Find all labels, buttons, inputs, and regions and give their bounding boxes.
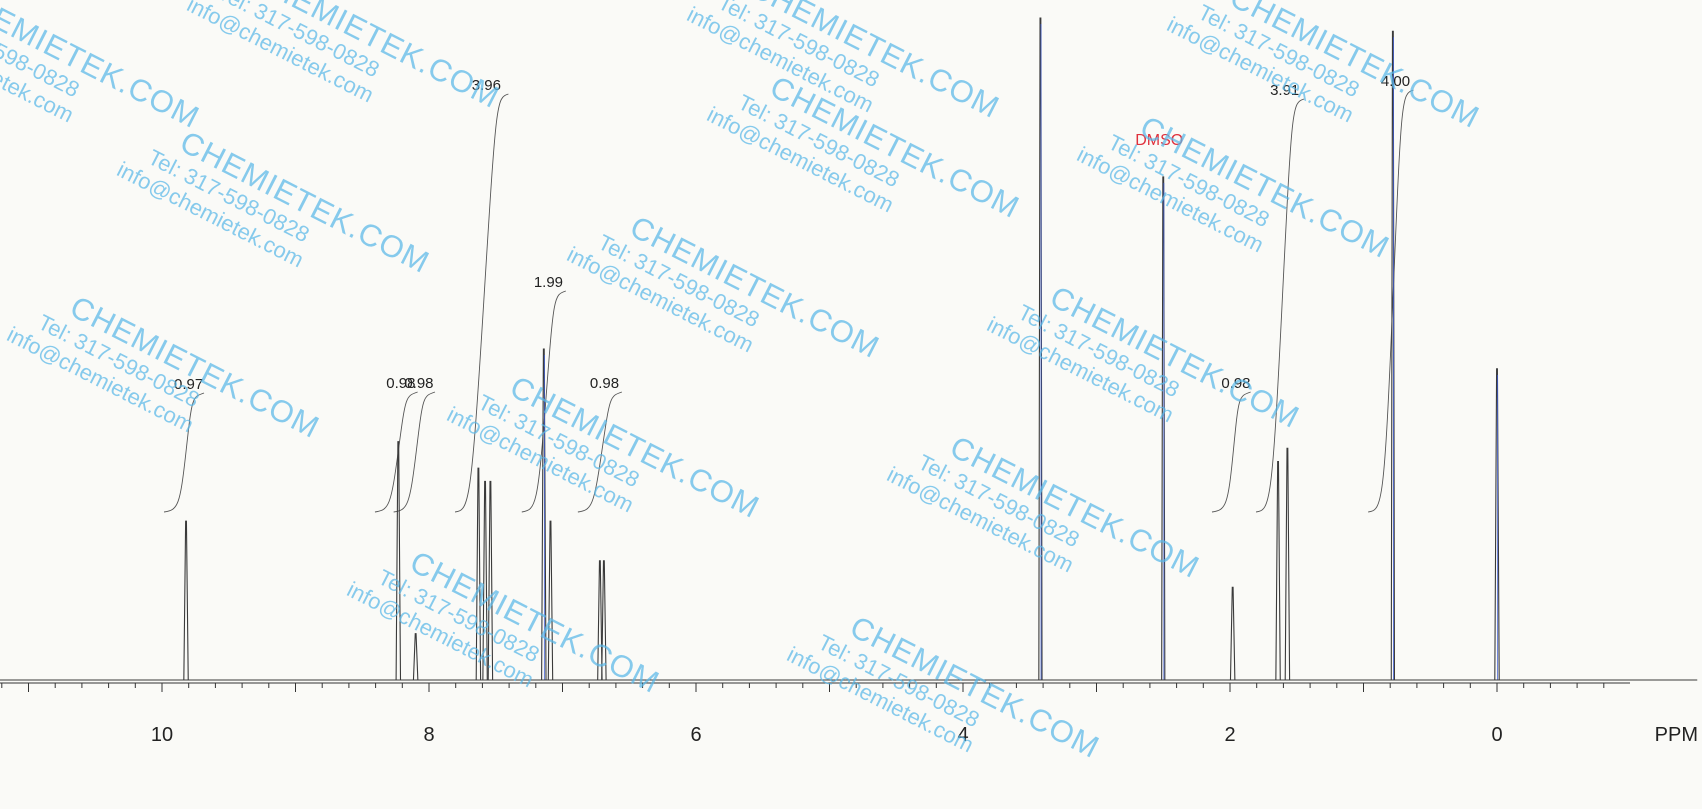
integral-curve-10 bbox=[1368, 89, 1414, 513]
integral-value-label: 3.96 bbox=[472, 77, 501, 94]
peak-18 bbox=[1494, 368, 1500, 681]
x-tick-label: 8 bbox=[423, 724, 434, 745]
peak-9 bbox=[547, 520, 554, 681]
integral-value-label: 1.99 bbox=[534, 274, 563, 291]
integral-curve-6 bbox=[521, 290, 566, 513]
x-axis-label: PPM bbox=[1655, 724, 1698, 745]
spectrum-peaks bbox=[183, 17, 1500, 681]
peak-14 bbox=[1229, 586, 1236, 681]
x-tick-label: 0 bbox=[1491, 724, 1502, 745]
x-tick-label: 6 bbox=[690, 724, 701, 745]
integral-value-label: 0.98 bbox=[404, 375, 433, 392]
integral-curve-2 bbox=[163, 392, 205, 513]
x-tick-label: 2 bbox=[1224, 724, 1235, 745]
peak-4 bbox=[412, 633, 419, 681]
peak-11 bbox=[601, 560, 607, 681]
peak-13 bbox=[1161, 176, 1166, 681]
integral-curve-5 bbox=[454, 93, 509, 513]
peak-3 bbox=[395, 441, 402, 681]
x-axis: 10 8 6 4 2 0 bbox=[0, 682, 1630, 745]
peak-5 bbox=[475, 467, 482, 681]
integral-value-label: 0.98 bbox=[590, 375, 619, 392]
integral-traces bbox=[163, 89, 1414, 513]
peak-8 bbox=[541, 348, 547, 681]
peak-12 bbox=[1038, 17, 1043, 681]
x-tick-label: 4 bbox=[957, 724, 968, 745]
integral-value-label: 0.97 bbox=[174, 376, 203, 393]
solvent-annotation: DMSO bbox=[1135, 132, 1183, 149]
peak-15 bbox=[1275, 460, 1281, 681]
peak-16 bbox=[1284, 447, 1291, 681]
peak-6 bbox=[482, 480, 488, 681]
integral-value-label: 4.00 bbox=[1381, 73, 1410, 90]
peak-7 bbox=[487, 480, 494, 681]
x-tick-label: 10 bbox=[151, 724, 173, 745]
peak-17 bbox=[1390, 30, 1396, 681]
peak-2 bbox=[183, 520, 189, 681]
integral-value-label: 3.91 bbox=[1270, 82, 1299, 99]
integral-curve-8 bbox=[1211, 391, 1251, 513]
integral-curve-4 bbox=[393, 391, 436, 513]
integral-labels: 0.971.010.970.980.983.961.990.980.983.91… bbox=[174, 73, 1410, 393]
integral-curve-9 bbox=[1255, 98, 1305, 513]
integral-value-label: 0.98 bbox=[386, 375, 415, 392]
integral-value-label: 0.98 bbox=[1221, 375, 1250, 392]
peak-10 bbox=[597, 560, 603, 681]
integral-curve-7 bbox=[577, 391, 623, 513]
integral-curve-3 bbox=[374, 391, 418, 513]
